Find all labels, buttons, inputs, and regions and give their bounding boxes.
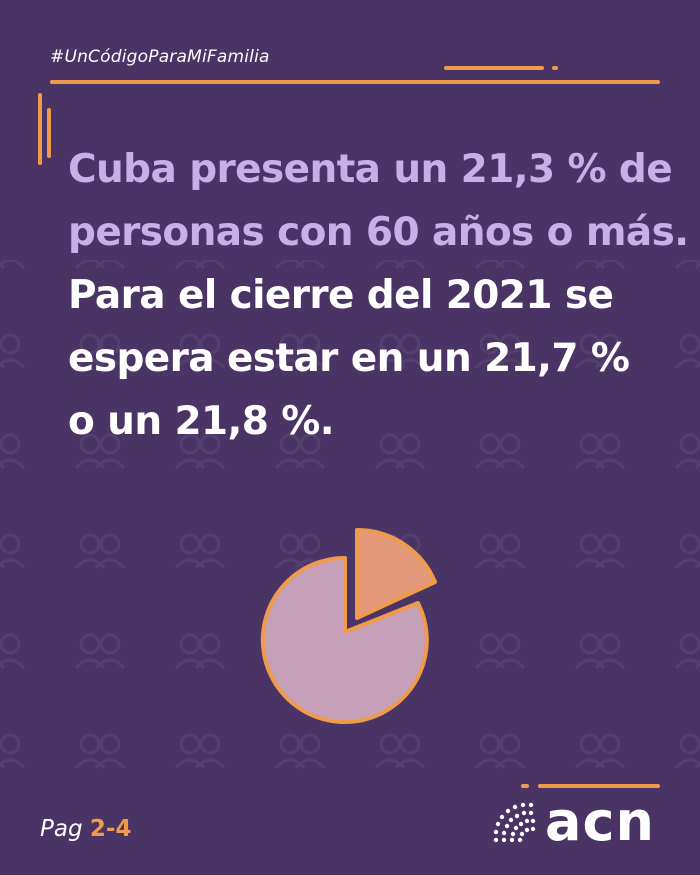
footer-line <box>538 784 660 788</box>
divider-line <box>50 80 660 84</box>
pie-chart-icon <box>260 527 437 724</box>
divider-dash <box>444 66 544 70</box>
divider-dot <box>552 66 558 70</box>
headline: Cuba presenta un 21,3 % de personas con … <box>68 138 689 453</box>
headline-highlight-line: Cuba presenta un 21,3 % de <box>68 147 673 192</box>
page-number: 2-4 <box>89 816 132 842</box>
acn-logo-icon <box>493 802 536 843</box>
page-indicator: Pag 2-4 <box>40 816 131 842</box>
page-prefix: Pag <box>40 816 83 842</box>
vertical-bar <box>38 93 42 165</box>
brand-logo: acn <box>545 790 655 853</box>
headline-body-line: o un 21,8 %. <box>68 399 335 444</box>
headline-body-line: Para el cierre del 2021 se <box>68 273 614 318</box>
hashtag: #UnCódigoParaMiFamilia <box>50 47 270 67</box>
vertical-bar-short <box>47 108 51 158</box>
headline-body-line: espera estar en un 21,7 % <box>68 336 630 381</box>
headline-highlight-line: personas con 60 años o más. <box>68 210 689 255</box>
footer-dot <box>521 784 529 788</box>
